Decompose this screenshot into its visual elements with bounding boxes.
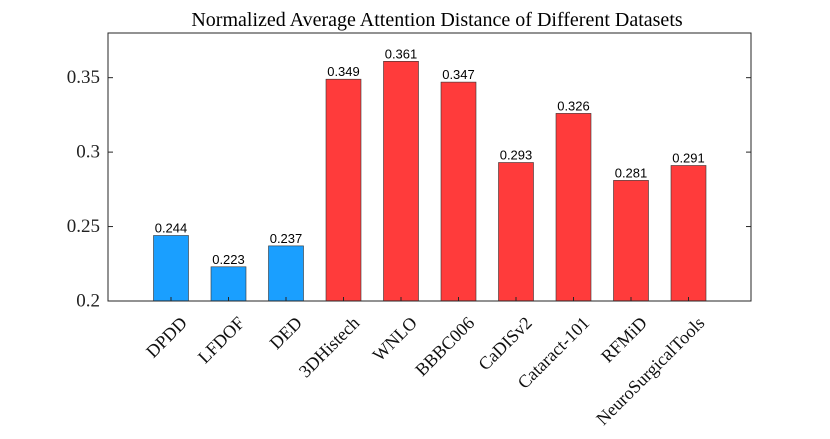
value-labels-group: 0.244 0.223 0.237 0.349 0.361 0.347 0.293 0.326… (155, 46, 705, 266)
y-tick-label: 0.3 (76, 142, 100, 163)
x-tick-label-ded: DED (266, 313, 306, 353)
bar-cadisv2 (498, 162, 534, 302)
bar-lfdof (210, 266, 247, 302)
value-label-lfdof: 0.223 (212, 252, 245, 267)
bar-3dhistech (325, 78, 362, 302)
bar-cataract-101 (555, 113, 592, 302)
value-label-ded: 0.237 (270, 231, 303, 246)
x-tick-label-lfdof: LFDOF (194, 313, 248, 367)
y-tick-label: 0.35 (67, 67, 100, 88)
x-tick-label-rfmid: RFMiD (597, 313, 651, 367)
value-label-dpdd: 0.244 (155, 221, 188, 236)
bar-bbbc006 (440, 81, 477, 302)
y-tick-label: 0.2 (76, 291, 100, 312)
value-label-rfmid: 0.281 (615, 165, 648, 180)
bar-dpdd (153, 235, 189, 302)
y-axis: 0.2 0.25 0.3 0.35 (67, 67, 751, 312)
x-tick-label-wnlo: WNLO (369, 313, 421, 365)
value-label-3dhistech: 0.349 (327, 64, 360, 79)
x-tick-label-dpdd: DPDD (142, 313, 191, 362)
bar-rfmid (613, 180, 649, 302)
value-label-cadisv2: 0.293 (500, 148, 533, 163)
x-tick-label-neurosurgicaltools: NeuroSurgicalTools (592, 313, 708, 429)
bar-neurosurgicaltools (670, 165, 707, 302)
bars-group (153, 60, 707, 302)
y-tick-label: 0.25 (67, 216, 100, 237)
bar-ded (268, 245, 304, 302)
x-tick-label-bbbc006: BBBC006 (411, 313, 478, 380)
value-label-neurosurgicaltools: 0.291 (672, 151, 705, 166)
plot-area-frame (107, 32, 752, 302)
chart-title: Normalized Average Attention Distance of… (191, 9, 683, 31)
value-label-cataract-101: 0.326 (557, 98, 590, 113)
x-tick-label-3dhistech: 3DHistech (295, 313, 364, 382)
bar-wnlo (383, 60, 419, 302)
value-label-wnlo: 0.361 (385, 46, 418, 61)
value-label-bbbc006: 0.347 (442, 67, 475, 82)
